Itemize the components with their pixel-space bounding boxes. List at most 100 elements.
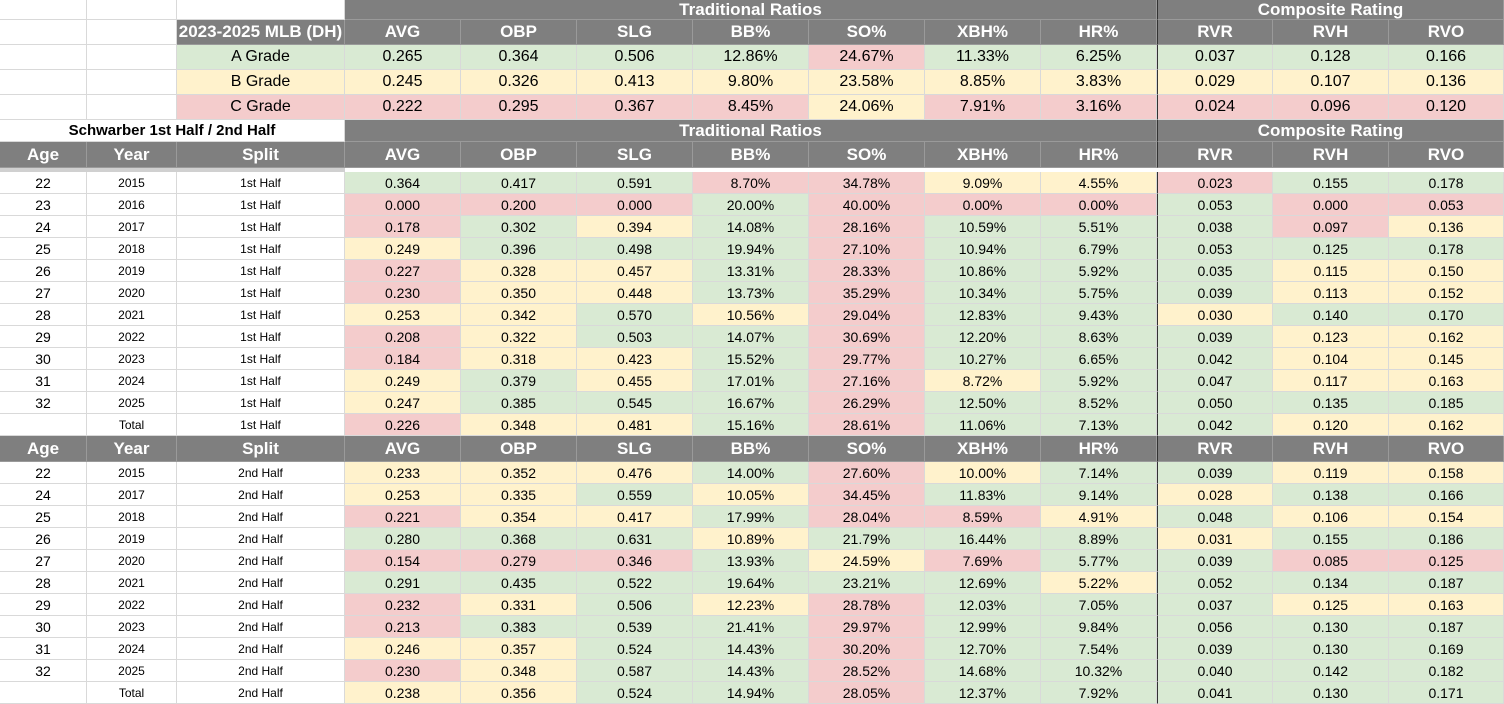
stat-cell[interactable]: 0.253 [345,304,461,326]
grade-value[interactable]: 12.86% [693,45,809,70]
year-cell[interactable]: 2018 [87,238,177,260]
age-cell[interactable]: 25 [0,506,87,528]
split-cell[interactable]: 2nd Half [177,682,345,704]
stat-cell[interactable]: 0.448 [577,282,693,304]
age-cell[interactable]: 30 [0,616,87,638]
stat-cell[interactable]: 34.45% [809,484,925,506]
stat-cell[interactable]: 0.357 [461,638,577,660]
stat-cell[interactable]: 0.587 [577,660,693,682]
column-header[interactable]: OBP [461,142,577,168]
column-header[interactable]: AVG [345,436,461,462]
stat-cell[interactable]: 0.052 [1157,572,1273,594]
stat-cell[interactable]: 0.150 [1389,260,1504,282]
stat-cell[interactable]: 10.05% [693,484,809,506]
column-header[interactable]: RVR [1157,142,1273,168]
stat-cell[interactable]: 11.83% [925,484,1041,506]
stat-cell[interactable]: 35.29% [809,282,925,304]
year-cell[interactable]: 2020 [87,282,177,304]
stat-cell[interactable]: 0.00% [925,194,1041,216]
stat-cell[interactable]: 0.178 [1389,172,1504,194]
stat-cell[interactable]: 0.123 [1273,326,1389,348]
age-cell[interactable]: 24 [0,216,87,238]
split-cell[interactable]: 1st Half [177,260,345,282]
stat-cell[interactable]: 0.106 [1273,506,1389,528]
grade-value[interactable]: 3.16% [1041,95,1157,120]
stat-cell[interactable]: 12.83% [925,304,1041,326]
column-header[interactable]: Year [87,142,177,168]
ref-title[interactable]: 2023-2025 MLB (DH) [177,20,345,45]
stat-cell[interactable]: 0.631 [577,528,693,550]
column-header[interactable]: HR% [1041,436,1157,462]
split-cell[interactable]: 2nd Half [177,528,345,550]
stat-cell[interactable]: 0.455 [577,370,693,392]
group-header-traditional[interactable]: Traditional Ratios [345,0,1157,20]
stat-cell[interactable]: 10.56% [693,304,809,326]
stat-cell[interactable]: 29.04% [809,304,925,326]
stat-cell[interactable]: 0.040 [1157,660,1273,682]
grade-value[interactable]: 0.326 [461,70,577,95]
stat-cell[interactable]: 12.99% [925,616,1041,638]
column-header[interactable]: Age [0,436,87,462]
stat-cell[interactable]: 21.79% [809,528,925,550]
age-cell[interactable]: 23 [0,194,87,216]
stat-cell[interactable]: 0.227 [345,260,461,282]
stat-cell[interactable]: 0.169 [1389,638,1504,660]
stat-cell[interactable]: 0.136 [1389,216,1504,238]
stat-cell[interactable]: 10.34% [925,282,1041,304]
grade-value[interactable]: 24.06% [809,95,925,120]
stat-cell[interactable]: 0.396 [461,238,577,260]
stat-cell[interactable]: 0.039 [1157,550,1273,572]
year-cell[interactable]: 2023 [87,616,177,638]
split-cell[interactable]: 1st Half [177,326,345,348]
stat-cell[interactable]: 0.352 [461,462,577,484]
stat-cell[interactable]: 28.52% [809,660,925,682]
column-header[interactable]: SO% [809,436,925,462]
group-header-composite[interactable]: Composite Rating [1157,0,1504,20]
group-header-traditional[interactable]: Traditional Ratios [345,120,1157,142]
stat-cell[interactable]: 0.000 [345,194,461,216]
stat-cell[interactable]: 0.187 [1389,572,1504,594]
year-cell[interactable]: 2016 [87,194,177,216]
stat-cell[interactable]: 0.182 [1389,660,1504,682]
stat-cell[interactable]: 0.104 [1273,348,1389,370]
split-cell[interactable]: 1st Half [177,304,345,326]
stat-cell[interactable]: 28.05% [809,682,925,704]
stat-cell[interactable]: 0.249 [345,370,461,392]
stat-cell[interactable]: 14.43% [693,638,809,660]
age-cell[interactable]: 22 [0,172,87,194]
stat-cell[interactable]: 13.31% [693,260,809,282]
stat-cell[interactable]: 0.247 [345,392,461,414]
stat-cell[interactable]: 0.230 [345,660,461,682]
year-cell[interactable]: Total [87,414,177,436]
grade-label[interactable]: C Grade [177,95,345,120]
stat-cell[interactable]: 0.503 [577,326,693,348]
stat-cell[interactable]: 12.50% [925,392,1041,414]
stat-cell[interactable]: 0.178 [1389,238,1504,260]
stat-cell[interactable]: 13.73% [693,282,809,304]
stat-cell[interactable]: 0.037 [1157,594,1273,616]
grade-value[interactable]: 9.80% [693,70,809,95]
stat-cell[interactable]: 0.125 [1389,550,1504,572]
stat-cell[interactable]: 6.65% [1041,348,1157,370]
year-cell[interactable]: 2025 [87,660,177,682]
stat-cell[interactable]: 14.94% [693,682,809,704]
column-header[interactable]: AVG [345,142,461,168]
grade-value[interactable]: 0.096 [1273,95,1389,120]
stat-cell[interactable]: 19.64% [693,572,809,594]
stat-cell[interactable]: 0.279 [461,550,577,572]
stat-cell[interactable]: 0.291 [345,572,461,594]
stat-cell[interactable]: 0.038 [1157,216,1273,238]
stat-cell[interactable]: 0.170 [1389,304,1504,326]
stat-cell[interactable]: 19.94% [693,238,809,260]
stat-cell[interactable]: 0.249 [345,238,461,260]
split-title[interactable]: Schwarber 1st Half / 2nd Half [0,120,345,142]
grade-value[interactable]: 0.413 [577,70,693,95]
column-header[interactable]: HR% [1041,142,1157,168]
stat-cell[interactable]: 0.134 [1273,572,1389,594]
age-cell[interactable]: 27 [0,550,87,572]
stat-cell[interactable]: 0.031 [1157,528,1273,550]
split-cell[interactable]: 1st Half [177,282,345,304]
stat-cell[interactable]: 0.342 [461,304,577,326]
stat-cell[interactable]: 0.023 [1157,172,1273,194]
ref-stat-header[interactable]: XBH% [925,20,1041,45]
